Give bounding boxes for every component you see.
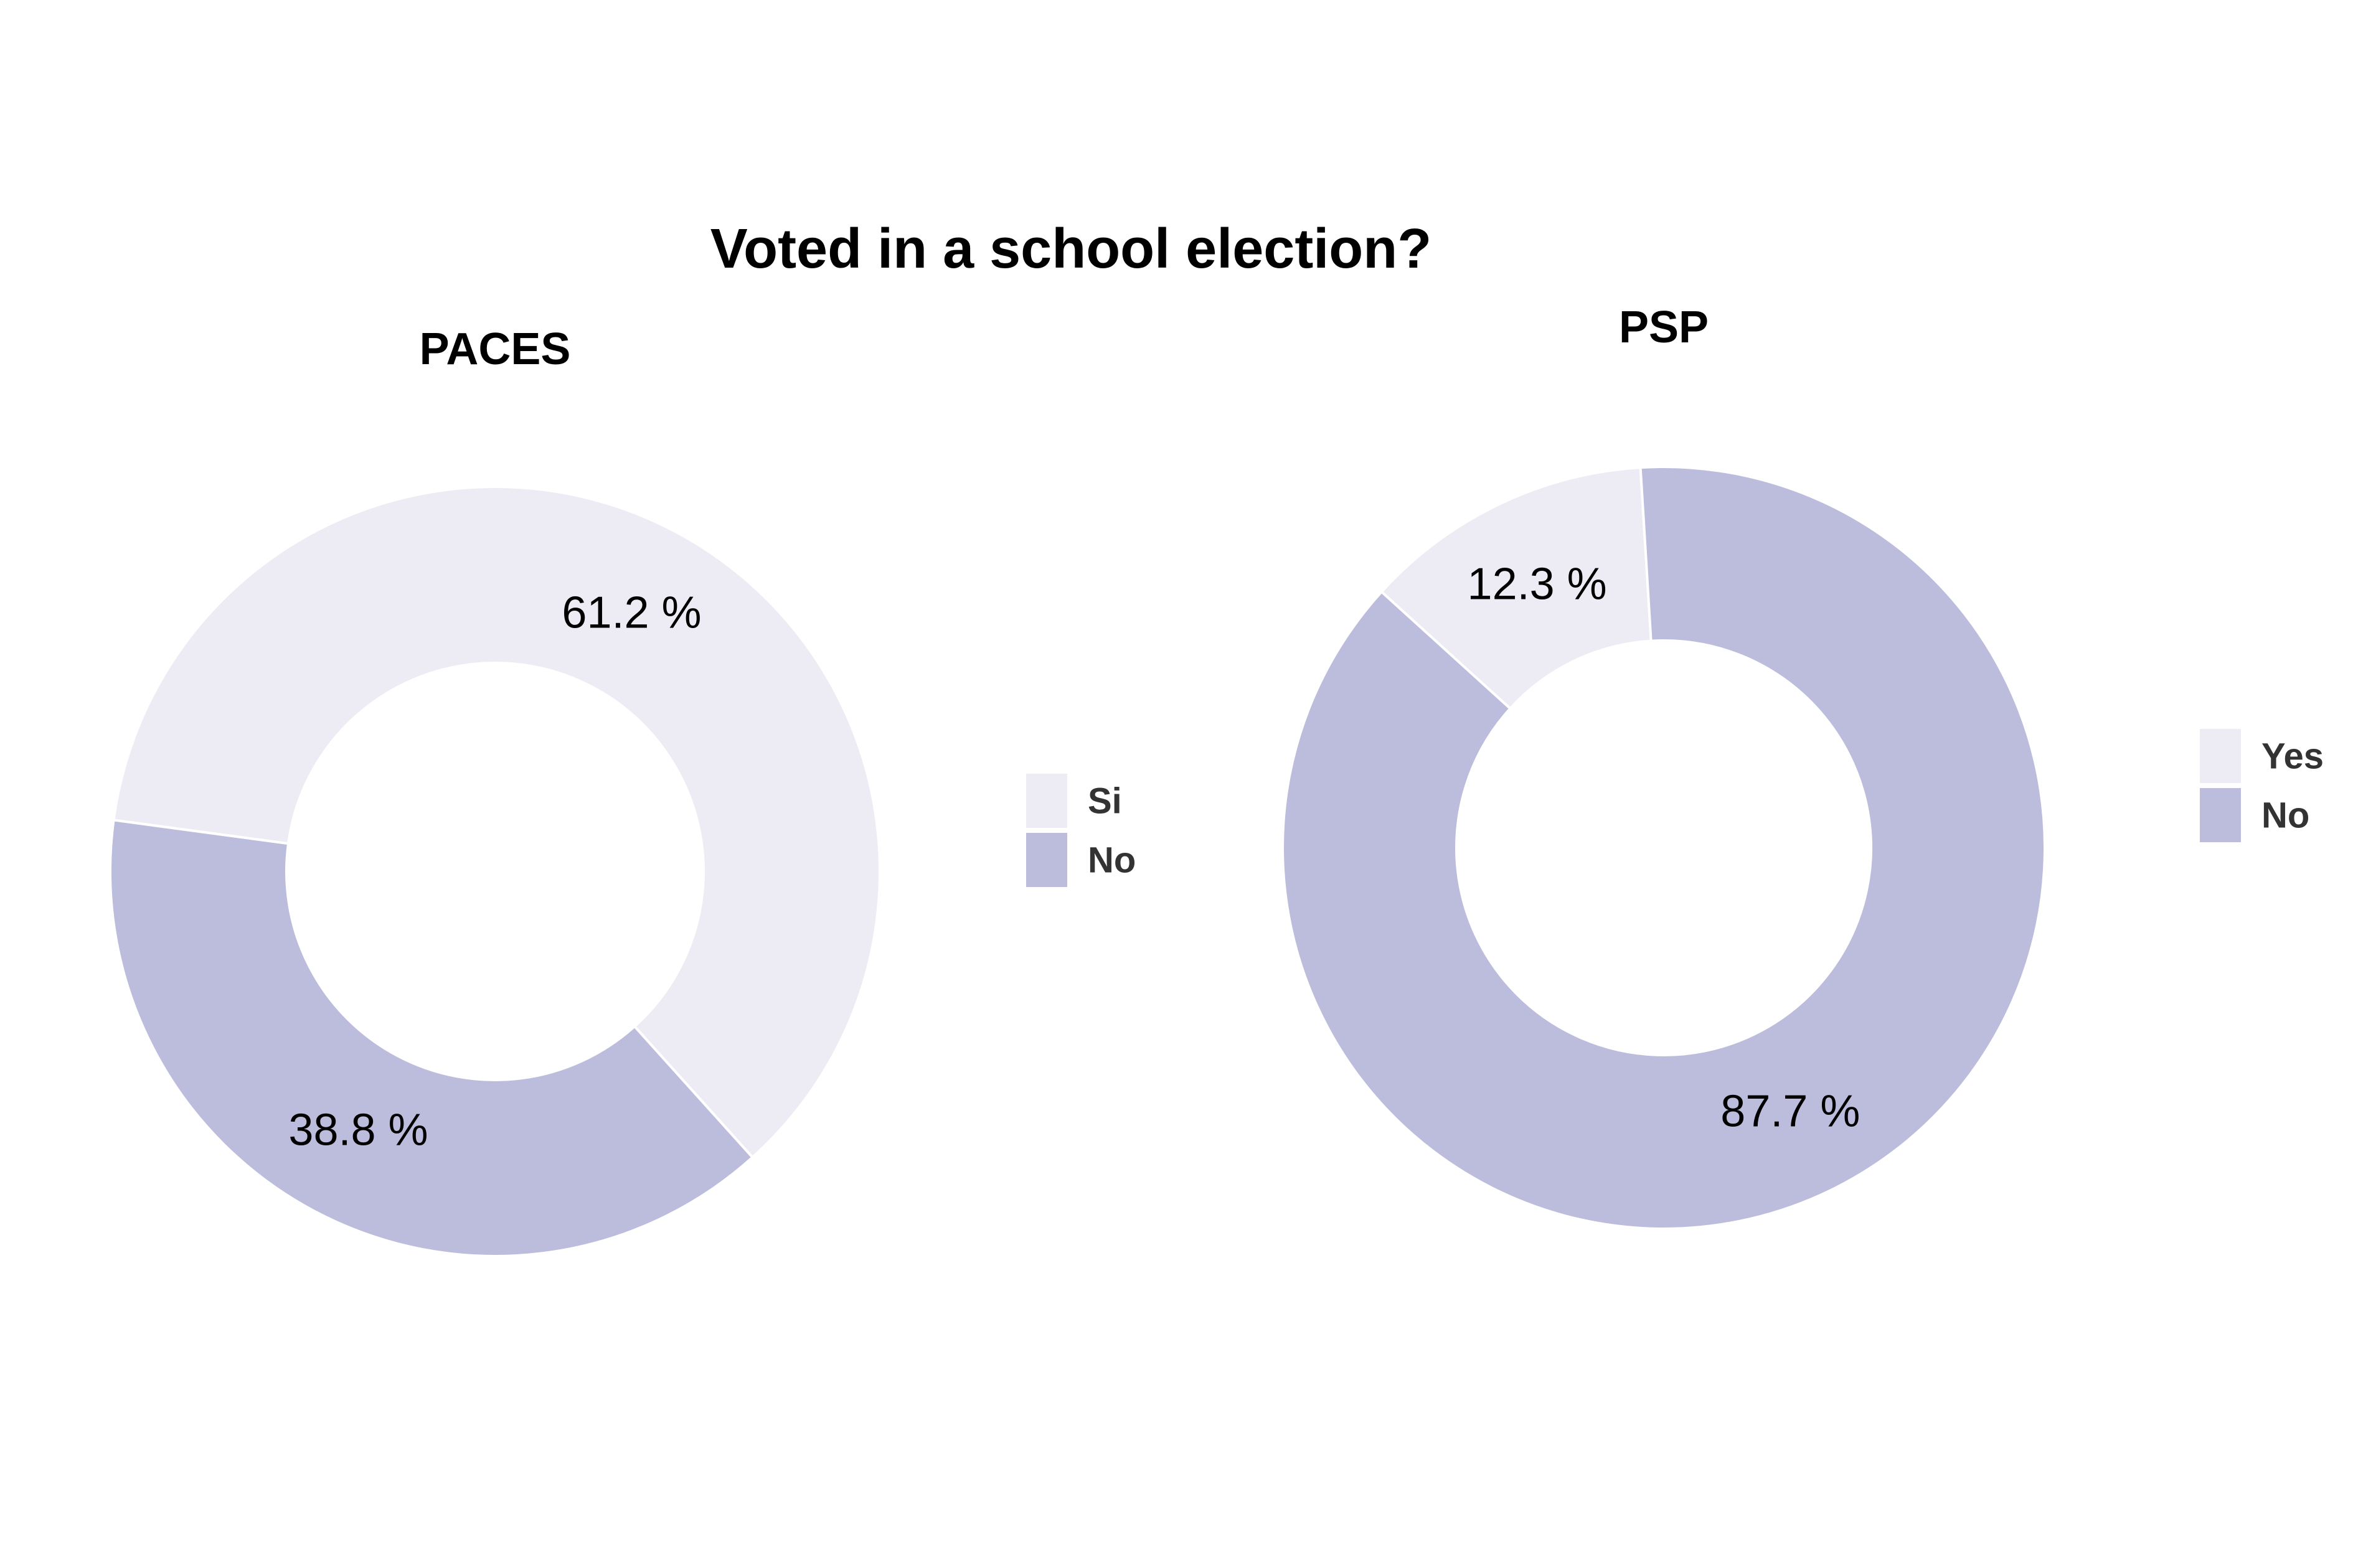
paces-donut-slices (109, 485, 882, 1257)
psp-slice-label-no: 87.7 % (1720, 1087, 1860, 1137)
panel-title-paces: PACES (420, 324, 571, 374)
psp-slice-no (1281, 466, 2046, 1230)
psp-slice-yes (1379, 466, 1653, 711)
psp-donut-slices (1281, 466, 2046, 1230)
psp-donut-panel: PSP 12.3 % 87.7 % Yes No (1281, 303, 2324, 1230)
chart-title: Voted in a school election? (710, 218, 1432, 280)
paces-slice-label-no: 38.8 % (288, 1106, 428, 1155)
psp-legend: Yes No (2200, 729, 2324, 842)
psp-slice-labels: 12.3 % 87.7 % (1468, 559, 1860, 1136)
paces-slice-si (112, 485, 882, 1160)
psp-legend-swatch-no (2200, 788, 2241, 842)
psp-slice-label-yes: 12.3 % (1468, 559, 1607, 609)
psp-legend-label-yes: Yes (2261, 736, 2324, 777)
paces-slice-no (109, 819, 755, 1257)
paces-slice-label-si: 61.2 % (562, 588, 701, 637)
paces-slice-labels: 61.2 % 38.8 % (288, 588, 701, 1155)
psp-legend-label-no: No (2261, 796, 2309, 836)
paces-donut-panel: PACES 61.2 % 38.8 % Si No (109, 324, 1136, 1257)
paces-legend-swatch-no (1026, 833, 1067, 887)
paces-legend-label-si: Si (1088, 781, 1122, 822)
paces-legend-label-no: No (1088, 840, 1136, 881)
psp-legend-swatch-yes (2200, 729, 2241, 783)
panel-title-psp: PSP (1619, 303, 1709, 352)
paces-legend: Si No (1026, 774, 1136, 887)
paces-legend-swatch-si (1026, 774, 1067, 828)
